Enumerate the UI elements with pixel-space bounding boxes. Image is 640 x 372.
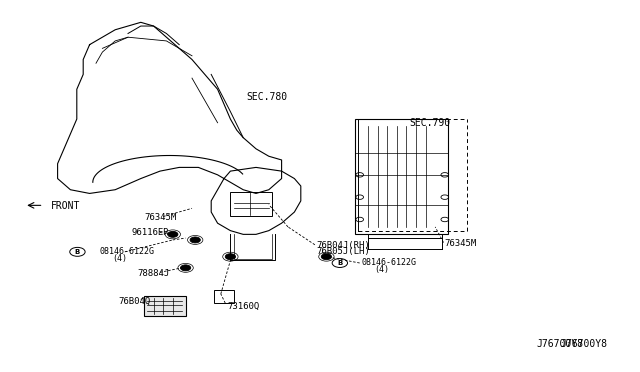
Text: 76B04J(RH): 76B04J(RH): [317, 241, 371, 250]
Text: (4): (4): [374, 265, 389, 274]
Text: 78884J: 78884J: [138, 269, 170, 278]
Text: FRONT: FRONT: [51, 202, 81, 211]
Text: 08146-6122G: 08146-6122G: [362, 258, 417, 267]
Text: 76345M: 76345M: [144, 213, 176, 222]
Text: 76345M: 76345M: [445, 239, 477, 248]
Text: 76B05J(LH): 76B05J(LH): [317, 247, 371, 256]
Text: B: B: [75, 249, 80, 255]
Circle shape: [180, 265, 191, 271]
Circle shape: [168, 231, 178, 237]
Text: 08146-6122G: 08146-6122G: [99, 247, 154, 256]
FancyBboxPatch shape: [144, 296, 186, 316]
Text: J76700Y8: J76700Y8: [560, 339, 607, 349]
Text: B: B: [337, 260, 342, 266]
Text: (4): (4): [112, 254, 127, 263]
Text: 96116ER: 96116ER: [131, 228, 169, 237]
Text: 73160Q: 73160Q: [227, 302, 259, 311]
Text: 76B04Q: 76B04Q: [118, 297, 150, 306]
Text: SEC.780: SEC.780: [246, 92, 287, 102]
Circle shape: [190, 237, 200, 243]
Text: SEC.790: SEC.790: [410, 118, 451, 128]
Circle shape: [225, 254, 236, 260]
Circle shape: [321, 254, 332, 260]
Text: J76700Y8: J76700Y8: [536, 339, 584, 349]
